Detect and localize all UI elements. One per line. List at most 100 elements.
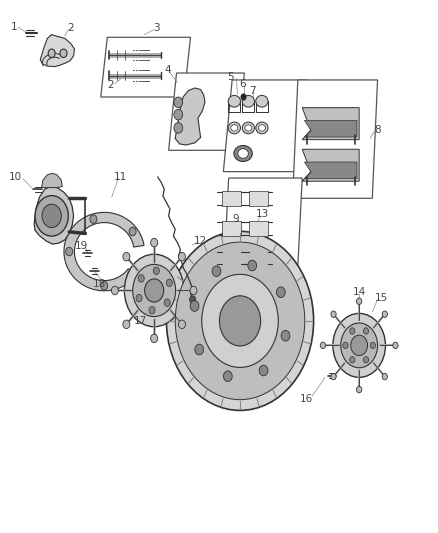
Circle shape — [259, 365, 268, 376]
Circle shape — [350, 328, 355, 334]
Circle shape — [370, 342, 375, 349]
Polygon shape — [42, 173, 62, 188]
Polygon shape — [169, 73, 244, 150]
Circle shape — [202, 274, 278, 367]
Circle shape — [149, 306, 155, 314]
Polygon shape — [222, 251, 241, 265]
Text: 10: 10 — [9, 172, 22, 182]
Circle shape — [124, 254, 184, 327]
Circle shape — [357, 386, 362, 393]
Ellipse shape — [258, 125, 265, 131]
Text: 6: 6 — [239, 79, 246, 88]
Text: 3: 3 — [153, 23, 160, 33]
Circle shape — [35, 196, 68, 236]
Polygon shape — [249, 221, 268, 236]
Circle shape — [111, 286, 118, 295]
Ellipse shape — [228, 122, 240, 134]
Circle shape — [364, 328, 369, 334]
Ellipse shape — [256, 122, 268, 134]
Circle shape — [123, 253, 130, 261]
Circle shape — [219, 296, 261, 346]
Text: 12: 12 — [194, 236, 207, 246]
Circle shape — [382, 311, 388, 317]
Ellipse shape — [228, 95, 240, 107]
Polygon shape — [34, 187, 74, 244]
Polygon shape — [64, 212, 144, 291]
Polygon shape — [223, 178, 302, 284]
Circle shape — [357, 298, 362, 304]
Text: 15: 15 — [374, 294, 388, 303]
Polygon shape — [40, 35, 74, 67]
Ellipse shape — [231, 125, 238, 131]
Circle shape — [190, 286, 197, 295]
Circle shape — [190, 296, 196, 303]
Circle shape — [320, 342, 325, 349]
Circle shape — [48, 49, 55, 58]
Text: 19: 19 — [74, 241, 88, 251]
Ellipse shape — [256, 95, 268, 107]
Text: 16: 16 — [300, 394, 313, 403]
Polygon shape — [304, 162, 357, 179]
Polygon shape — [101, 37, 191, 97]
Circle shape — [195, 344, 204, 355]
Circle shape — [178, 253, 185, 261]
Circle shape — [331, 374, 336, 380]
Circle shape — [174, 97, 183, 108]
Circle shape — [223, 371, 232, 382]
Circle shape — [151, 334, 158, 343]
Text: 7: 7 — [249, 86, 256, 95]
Polygon shape — [249, 251, 268, 265]
Circle shape — [60, 49, 67, 58]
Polygon shape — [304, 120, 357, 137]
Polygon shape — [175, 88, 205, 145]
Circle shape — [281, 330, 290, 341]
Circle shape — [190, 301, 199, 311]
Circle shape — [364, 357, 369, 363]
Circle shape — [90, 215, 97, 223]
Circle shape — [145, 279, 164, 302]
Circle shape — [164, 299, 170, 306]
Text: 2: 2 — [107, 80, 114, 90]
Circle shape — [166, 231, 314, 410]
Polygon shape — [249, 191, 268, 206]
Ellipse shape — [242, 95, 254, 107]
Text: 4: 4 — [164, 66, 171, 75]
Text: 17: 17 — [134, 316, 147, 326]
Polygon shape — [302, 108, 359, 140]
Circle shape — [175, 242, 305, 400]
Circle shape — [393, 342, 398, 349]
Circle shape — [350, 357, 355, 363]
Circle shape — [136, 294, 142, 302]
Circle shape — [341, 323, 378, 368]
Text: 1: 1 — [11, 22, 18, 31]
Circle shape — [66, 247, 73, 256]
Circle shape — [42, 204, 61, 228]
Polygon shape — [222, 221, 241, 236]
Circle shape — [166, 279, 173, 287]
Polygon shape — [222, 191, 241, 206]
Circle shape — [123, 320, 130, 328]
Circle shape — [241, 94, 246, 100]
Circle shape — [138, 274, 144, 282]
Circle shape — [151, 238, 158, 247]
Circle shape — [153, 267, 159, 274]
Text: 2: 2 — [67, 23, 74, 33]
Text: 14: 14 — [353, 287, 366, 297]
Ellipse shape — [245, 125, 252, 131]
Circle shape — [133, 264, 176, 317]
Circle shape — [212, 266, 221, 277]
Text: 11: 11 — [114, 172, 127, 182]
Polygon shape — [302, 149, 359, 181]
Circle shape — [101, 281, 108, 290]
Ellipse shape — [238, 149, 248, 158]
Text: 5: 5 — [227, 72, 234, 82]
Circle shape — [333, 313, 385, 377]
Ellipse shape — [234, 146, 252, 161]
Circle shape — [129, 227, 136, 236]
Ellipse shape — [242, 122, 254, 134]
Circle shape — [331, 311, 336, 317]
Circle shape — [351, 335, 367, 356]
Circle shape — [276, 287, 285, 297]
Circle shape — [174, 109, 183, 120]
Polygon shape — [293, 80, 378, 198]
